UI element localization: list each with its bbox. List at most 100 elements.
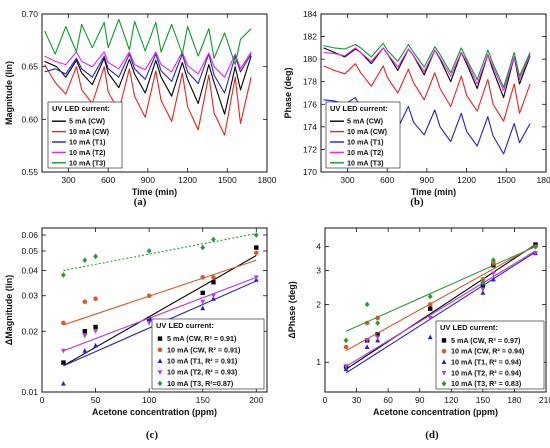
legend-marker — [441, 380, 447, 387]
legend-label: 10 mA (T3) — [347, 158, 384, 167]
x-tick-label: 1500 — [218, 175, 237, 185]
x-tick-label: 600 — [380, 175, 394, 185]
data-point — [146, 248, 152, 254]
data-point — [93, 296, 98, 302]
data-point — [364, 338, 370, 344]
legend-box — [151, 318, 265, 390]
x-tick-label: 30 — [352, 395, 362, 405]
data-point — [375, 337, 381, 343]
data-point — [211, 236, 216, 243]
fit-line — [345, 251, 536, 374]
y-tick-label: 4 — [316, 242, 321, 252]
y-tick-label: 0.06 — [21, 230, 38, 240]
series-line — [323, 63, 531, 122]
legend: UV LED current: 5 mA (CW, R² = 0.91) 10 mA… — [151, 318, 265, 390]
legend-label: 10 mA (T1, R² = 0.94) — [451, 358, 522, 367]
legend-title: UV LED current: — [440, 323, 498, 332]
legend-label: 5 mA (CW, R² = 0.97) — [451, 336, 521, 345]
fit-line — [345, 246, 536, 332]
series-line — [44, 55, 252, 115]
y-tick-label: 174 — [303, 122, 317, 132]
legend-label: 5 mA (CW) — [347, 117, 384, 126]
legend-item: 10 mA (CW) — [52, 127, 110, 136]
series-group — [323, 42, 531, 155]
data-point — [533, 243, 538, 250]
y-tick-label: 0.65 — [21, 62, 38, 72]
data-point — [427, 293, 433, 300]
y-axis-label: ΔMagnitude (lin) — [4, 275, 14, 345]
x-axis-label: Time (min) — [411, 187, 456, 197]
data-point — [343, 344, 349, 350]
series-line — [44, 64, 252, 136]
data-point — [490, 257, 496, 264]
x-axis-label: Time (min) — [132, 187, 177, 197]
x-tick-label: 90 — [415, 395, 425, 405]
data-point — [533, 251, 538, 256]
x-tick-label: 50 — [91, 395, 101, 405]
data-point — [364, 301, 370, 308]
y-tick-label: 0.02 — [21, 326, 38, 336]
x-axis-label: Acetone concentration (ppm) — [373, 407, 498, 417]
data-point — [375, 335, 381, 340]
data-point — [253, 250, 259, 256]
y-tick-label: 1 — [316, 357, 321, 367]
legend-marker — [157, 380, 163, 387]
series-line — [44, 51, 252, 78]
legend-label: 10 mA (T3, R² = 0.83) — [451, 379, 522, 388]
legend-marker — [441, 348, 447, 354]
x-tick-label: 210 — [539, 395, 550, 405]
panel-d: 0 30 60 90 120 150 180 210 1 2 3 4 Acetone concentra… — [287, 227, 550, 441]
fit-line — [63, 259, 257, 326]
legend-marker — [157, 370, 163, 375]
x-tick-label: 120 — [444, 395, 458, 405]
legend-title: UV LED current: — [52, 104, 110, 113]
series-line — [323, 47, 531, 92]
legend-marker — [441, 338, 447, 343]
x-tick-label: 300 — [61, 175, 75, 185]
data-point — [82, 299, 88, 305]
y-tick-label: 0.55 — [21, 167, 38, 177]
legend: UV LED current: 5 mA (CW)10 mA (CW) 10 mA … — [47, 101, 123, 169]
legend-label: 10 mA (T3, R²=0.87) — [167, 379, 234, 388]
legend-item: 10 mA (T1, R² = 0.94) — [441, 358, 522, 367]
data-point — [480, 290, 486, 295]
y-axis-label: Magnitude (lin) — [4, 61, 14, 125]
x-tick-label: 1200 — [457, 175, 476, 185]
plot-frame — [41, 13, 268, 173]
legend-item: 5 mA (CW) — [52, 117, 106, 126]
data-point — [211, 275, 216, 280]
legend: UV LED current: 5 mA (CW)10 mA (CW) 10 mA … — [325, 101, 401, 169]
data-point — [200, 305, 206, 311]
data-point — [364, 344, 370, 350]
legend-label: 10 mA (T2, R² = 0.93) — [167, 368, 238, 377]
y-tick-label: 172 — [303, 144, 317, 154]
data-point — [480, 287, 486, 292]
plot-frame — [41, 227, 268, 393]
x-tick-label: 600 — [101, 175, 115, 185]
y-tick-label: 178 — [303, 77, 317, 87]
legend-item: 10 mA (T1) — [52, 138, 106, 147]
fit-line — [345, 250, 536, 367]
legend-item: 10 mA (T3, R² = 0.83) — [441, 379, 522, 388]
legend-marker — [441, 359, 447, 364]
data-point — [93, 324, 98, 330]
x-tick-label: 0 — [323, 395, 328, 405]
data-point — [343, 337, 349, 344]
data-point — [253, 275, 259, 281]
legend-box — [435, 320, 545, 390]
legend-item: 5 mA (CW, R² = 0.97) — [441, 336, 521, 345]
x-tick-label: 1200 — [178, 175, 197, 185]
fit-line — [345, 244, 536, 370]
x-tick-label: 100 — [142, 395, 156, 405]
data-point — [61, 320, 66, 326]
legend-item: 5 mA (CW) — [330, 117, 384, 126]
legend-item: 10 mA (CW) — [330, 127, 388, 136]
data-point — [93, 329, 98, 334]
series-group — [44, 18, 252, 136]
y-tick-label: 0.60 — [21, 114, 38, 124]
data-point — [343, 364, 349, 370]
legend-item: 10 mA (T1) — [330, 138, 384, 147]
legend-item: 10 mA (T2) — [52, 148, 106, 157]
data-point — [200, 299, 206, 305]
y-axis-label: ΔPhase (deg) — [287, 281, 297, 338]
